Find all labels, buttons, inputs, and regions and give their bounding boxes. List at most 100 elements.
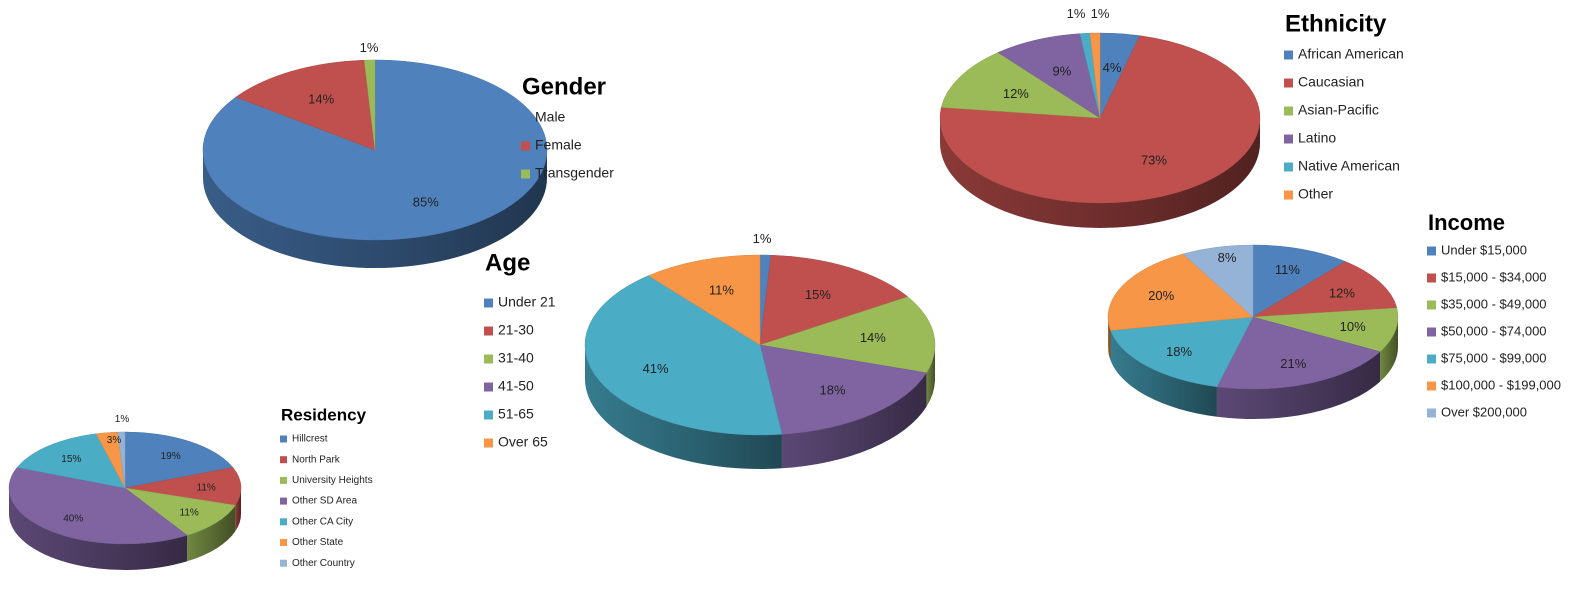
ethnicity-slice-latino: [997, 33, 1101, 119]
income-data-label-15-000-34-000: 12%: [1329, 285, 1355, 300]
age-legend-swatch-41-50: [484, 382, 493, 392]
residency-legend-item-university-heights: University Heights: [292, 475, 373, 486]
ethnicity-data-label-other: 1%: [1091, 6, 1110, 21]
gender-slice-transgender: [363, 59, 376, 151]
age-legend-item-41-50: 41-50: [498, 378, 534, 394]
age-legend-item-51-65: 51-65: [498, 406, 534, 422]
gender-data-labels: 85% 14% 1%: [308, 40, 439, 210]
income-legend-swatch-75-000-99-000: [1427, 354, 1436, 364]
age-slice-over-65: [647, 254, 761, 346]
ethnicity-data-label-asian-pacific: 12%: [1003, 86, 1029, 101]
age-legend-swatch-under-21: [484, 298, 493, 308]
age-data-label-41-50: 18%: [819, 383, 845, 398]
income-legend-swatch-under-15-000: [1427, 246, 1436, 256]
gender-legend-item-transgender: Transgender: [535, 165, 614, 181]
income-pie-top: [1107, 244, 1399, 390]
gender-pie-sides: [203, 150, 547, 268]
income-legend-swatch-15-000-34-000: [1427, 273, 1436, 283]
residency-side-university-heights: [187, 505, 236, 562]
ethnicity-pie-sides: [940, 118, 1260, 228]
age-data-label-under-21: 1%: [753, 231, 772, 246]
residency-data-label-north-park: 11%: [197, 482, 216, 493]
ethnicity-legend-swatch-caucasian: [1284, 78, 1293, 88]
age-slice-21-30: [759, 254, 909, 346]
income-slice-100-000-199-000: [1107, 253, 1254, 331]
age-legend-item-over-65: Over 65: [498, 434, 548, 450]
income-legend-swatch-35-000-49-000: [1427, 300, 1436, 310]
age-legend-item-31-40: 31-40: [498, 350, 534, 366]
age-pie-sides: [585, 345, 935, 469]
income-slice-75-000-99-000: [1110, 316, 1254, 388]
gender-legend-swatch-male: [521, 113, 530, 123]
income-legend-item-over-200-000: Over $200,000: [1441, 404, 1527, 419]
age-title: Age: [485, 249, 530, 276]
residency-legend-item-north-park: North Park: [292, 454, 341, 465]
income-side-50-000-74-000: [1216, 351, 1381, 419]
income-legend: Income Under $15,000 $15,000 - $34,000 $35,…: [1427, 210, 1561, 419]
age-legend-swatch-51-65: [484, 410, 493, 420]
ethnicity-legend-swatch-asian-pacific: [1284, 106, 1293, 116]
income-legend-item-75-000-99-000: $75,000 - $99,000: [1441, 350, 1547, 365]
ethnicity-legend-item-native-american: Native American: [1298, 158, 1400, 174]
age-slice-51-65: [584, 275, 783, 436]
income-data-label-35-000-49-000: 10%: [1340, 319, 1366, 334]
residency-pie-sides: [9, 488, 241, 571]
age-data-labels: 1% 15% 14% 18% 41% 11%: [643, 231, 887, 398]
ethnicity-side-caucasian: [940, 118, 1260, 228]
age-side-31-40: [926, 345, 935, 407]
residency-legend-swatch-other-country: [280, 559, 287, 567]
ethnicity-legend-swatch-african-american: [1284, 50, 1293, 60]
age-chart: 1% 15% 14% 18% 41% 11% Age Under 21 21-30 31-40 41…: [484, 231, 936, 469]
gender-legend-item-male: Male: [535, 109, 566, 125]
residency-slice-other-ca-city: [16, 433, 126, 489]
ethnicity-legend-swatch-other: [1284, 190, 1293, 200]
ethnicity-data-label-latino: 9%: [1052, 64, 1071, 79]
residency-data-label-university-heights: 11%: [180, 508, 199, 519]
residency-title: Residency: [281, 405, 367, 424]
ethnicity-legend-item-asian-pacific: Asian-Pacific: [1298, 102, 1379, 118]
gender-legend: Gender Male Female Transgender: [521, 73, 614, 181]
income-legend-swatch-over-200-000: [1427, 408, 1436, 418]
residency-slice-other-sd-area: [8, 467, 188, 545]
residency-legend-swatch-university-heights: [280, 476, 287, 484]
residency-legend-item-other-sd-area: Other SD Area: [292, 496, 357, 507]
gender-data-label-transgender: 1%: [360, 40, 379, 55]
residency-legend-item-other-ca-city: Other CA City: [292, 516, 353, 527]
age-legend-item-under-21: Under 21: [498, 294, 556, 310]
income-data-labels: 11% 12% 10% 21% 18% 20% 8%: [1148, 250, 1366, 371]
income-side-35-000-49-000: [1380, 317, 1398, 382]
ethnicity-data-label-african-american: 4%: [1103, 60, 1122, 75]
ethnicity-slice-other: [1089, 32, 1101, 119]
income-legend-swatch-50-000-74-000: [1427, 327, 1436, 337]
income-data-label-100-000-199-000: 20%: [1148, 288, 1174, 303]
residency-legend-swatch-other-sd-area: [280, 497, 287, 505]
age-legend-swatch-21-30: [484, 326, 493, 336]
ethnicity-legend-item-other: Other: [1298, 186, 1333, 202]
ethnicity-legend-item-caucasian: Caucasian: [1298, 74, 1364, 90]
ethnicity-title: Ethnicity: [1285, 10, 1387, 37]
gender-legend-swatch-transgender: [521, 169, 530, 179]
age-data-label-31-40: 14%: [860, 330, 886, 345]
age-legend-swatch-over-65: [484, 438, 493, 448]
gender-title: Gender: [522, 73, 606, 100]
ethnicity-slice-asian-pacific: [940, 52, 1101, 119]
residency-legend-item-other-country: Other Country: [292, 558, 355, 569]
income-data-label-over-200-000: 8%: [1218, 250, 1237, 265]
age-legend-swatch-31-40: [484, 354, 493, 364]
age-slice-31-40: [759, 296, 936, 374]
residency-legend-item-other-state: Other State: [292, 537, 344, 548]
residency-legend-swatch-other-state: [280, 539, 287, 546]
gender-side-male: [203, 150, 547, 268]
age-data-label-51-65: 41%: [643, 361, 669, 376]
income-slice-under-15-000: [1252, 244, 1346, 318]
income-slice-over-200-000: [1182, 244, 1254, 318]
residency-side-north-park: [235, 488, 241, 532]
residency-legend-swatch-hillcrest: [280, 435, 287, 443]
ethnicity-legend-item-latino: Latino: [1298, 130, 1336, 146]
ethnicity-slice-caucasian: [939, 35, 1261, 204]
residency-data-label-other-ca-city: 15%: [61, 454, 81, 465]
residency-slice-other-country: [117, 431, 126, 489]
income-legend-item-15-000-34-000: $15,000 - $34,000: [1441, 269, 1547, 284]
residency-slice-hillcrest: [124, 431, 234, 489]
